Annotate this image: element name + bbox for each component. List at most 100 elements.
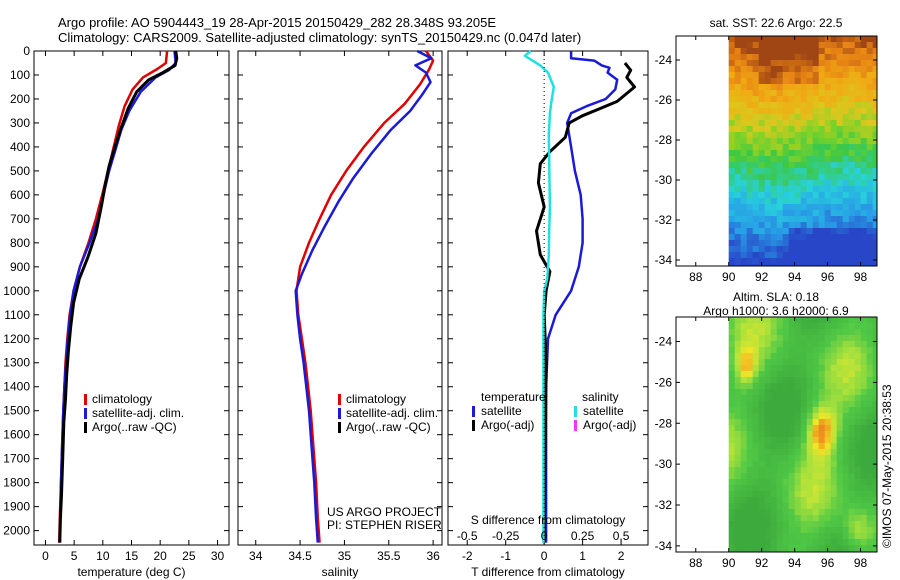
map-cell [830,317,837,324]
map-cell [740,341,747,348]
map-cell [776,210,783,217]
map-cell [842,353,849,360]
map-cell [794,437,801,444]
map-cell [842,162,849,169]
map-cell [872,341,878,348]
map-cell [806,491,813,498]
map-cell [842,108,849,115]
map-cell [836,371,843,378]
map-cell [836,407,843,414]
map-cell [830,389,837,396]
map-cell [866,144,873,151]
map-cell [764,66,771,73]
map-cell [830,84,837,91]
map-cell [800,78,807,85]
map-cell [734,539,741,546]
map-cell [800,413,807,420]
map-cell [770,132,777,139]
map-cell [812,264,819,267]
map-cell [746,317,753,324]
map-cell [806,485,813,492]
map-cell [842,78,849,85]
map-cell [746,431,753,438]
map-cell [728,132,735,139]
map-cell [770,389,777,396]
map-cell [866,455,873,462]
map-cell [830,377,837,384]
map-cell [740,138,747,145]
map-cell [854,264,861,267]
map-cell [824,509,831,516]
map-cell [818,377,825,384]
map-cell [872,455,878,462]
map-cell [794,491,801,498]
map-cell [854,401,861,408]
figure-title-line2: Climatology: CARS2009. Satellite-adjuste… [58,30,582,45]
series-line-salinity-profile-0 [295,50,435,543]
map-cell [818,341,825,348]
map-cell [740,216,747,223]
map-cell [770,545,777,552]
map-cell [842,467,849,474]
map-cell [812,90,819,97]
map-cell [782,162,789,169]
map-cell [788,395,795,402]
map-cell [770,533,777,540]
map-cell [788,365,795,372]
map-cell [740,186,747,193]
map-cell [806,84,813,91]
map-cell [812,48,819,55]
map-cell [764,36,771,43]
map-cell [836,491,843,498]
map-cell [854,383,861,390]
map-cell [758,210,765,217]
map-cell [776,413,783,420]
map-cell [782,377,789,384]
map-cell [788,341,795,348]
map-cell [860,515,867,522]
map-cell [728,210,735,217]
map-cell [728,102,735,109]
map-cell [806,120,813,127]
map-cell [860,234,867,241]
map-cell [848,371,855,378]
legend-swatch [472,406,475,417]
map-cell [794,431,801,438]
map-cell [800,437,807,444]
map-cell [764,246,771,253]
map-cell [764,437,771,444]
map-cell [770,371,777,378]
map-cell [842,42,849,49]
map-cell [764,102,771,109]
map-cell [782,252,789,259]
map-cell [734,156,741,163]
map-cell [818,317,825,324]
map-cell [776,144,783,151]
map-cell [872,252,878,259]
map-cell [806,138,813,145]
map-cell [728,54,735,61]
map-cell [824,515,831,522]
map-cell [770,180,777,187]
map-cell [764,497,771,504]
map-cell [830,72,837,79]
map-cell [860,479,867,486]
map-cell [860,264,867,267]
map-cell [740,539,747,546]
map-cell [830,533,837,540]
map-cell [734,42,741,49]
map-cell [812,419,819,426]
map-cell [746,509,753,516]
map-cell [728,377,735,384]
map-cell [734,359,741,366]
map-cell [812,365,819,372]
map-cell [812,126,819,133]
map-cell [842,455,849,462]
map-cell [812,443,819,450]
map-cell [848,341,855,348]
map-cell [788,491,795,498]
map-cell [788,162,795,169]
map-cell [752,78,759,85]
map-cell [740,258,747,265]
map-cell [818,383,825,390]
